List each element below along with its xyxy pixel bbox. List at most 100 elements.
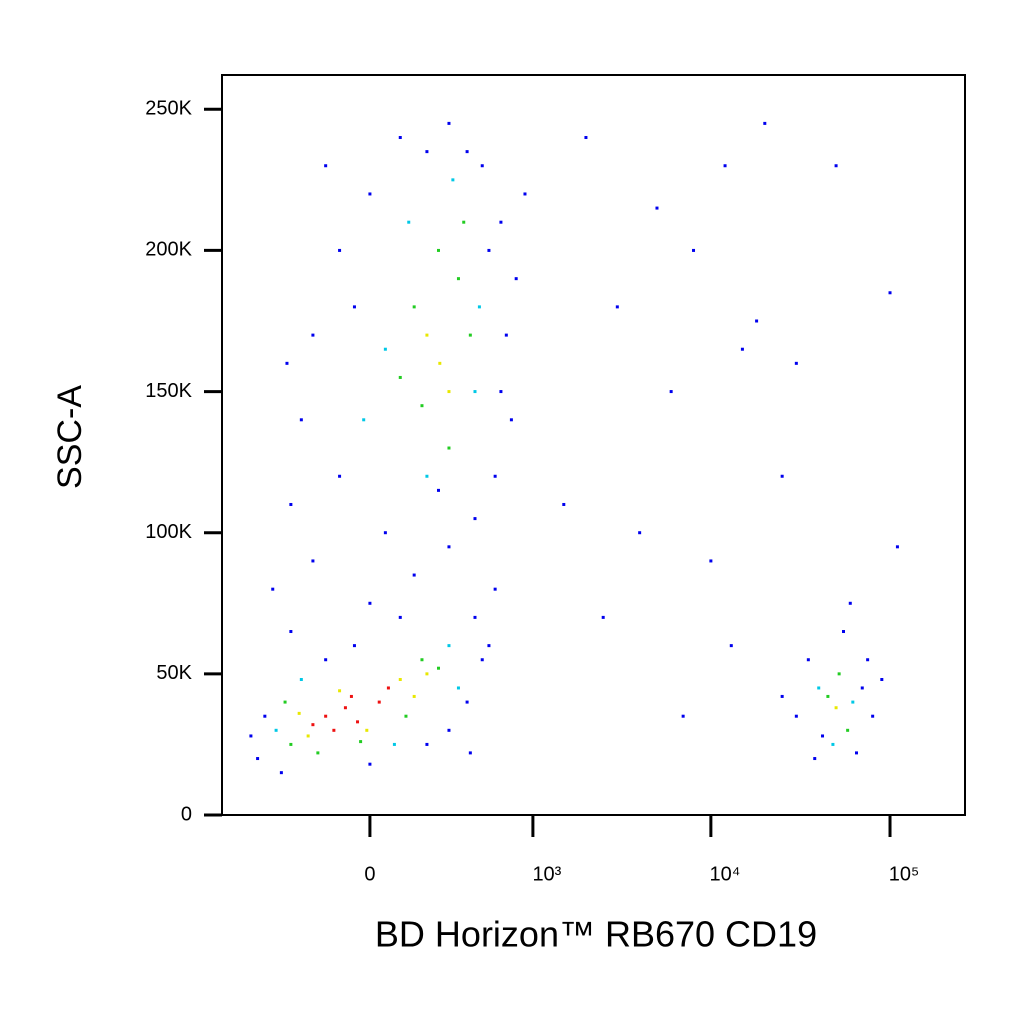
point: [324, 658, 328, 662]
x-tick-label: 10⁴: [709, 863, 740, 885]
point: [831, 742, 835, 746]
point: [289, 630, 293, 634]
point: [692, 248, 696, 252]
point: [425, 150, 429, 154]
point: [709, 559, 713, 563]
point: [398, 678, 402, 682]
point: [514, 277, 518, 281]
point: [285, 361, 289, 365]
point: [447, 121, 451, 125]
point: [447, 390, 451, 394]
point: [447, 728, 451, 732]
point: [279, 771, 283, 775]
point: [447, 644, 451, 648]
point: [880, 678, 884, 682]
y-axis-label: SSC-A: [51, 385, 89, 489]
y-tick-label: 150K: [145, 380, 192, 402]
point: [601, 615, 605, 619]
point: [412, 573, 416, 577]
point: [615, 305, 619, 309]
point: [383, 347, 387, 351]
point: [438, 361, 442, 365]
point: [412, 694, 416, 698]
point: [398, 136, 402, 140]
point: [837, 672, 841, 676]
y-tick-label: 100K: [145, 521, 192, 543]
point: [383, 531, 387, 535]
y-tick-label: 50K: [156, 662, 192, 684]
point: [352, 644, 356, 648]
point: [562, 502, 566, 506]
point: [299, 418, 303, 422]
point: [404, 714, 408, 718]
point: [763, 121, 767, 125]
point: [655, 206, 659, 210]
point: [365, 728, 369, 732]
point: [436, 248, 440, 252]
point: [386, 686, 390, 690]
point: [398, 375, 402, 379]
point: [465, 150, 469, 154]
point: [311, 723, 315, 727]
point: [420, 404, 424, 408]
point: [283, 700, 287, 704]
point: [356, 720, 360, 724]
point: [755, 319, 759, 323]
point: [826, 694, 830, 698]
point: [468, 333, 472, 337]
point: [846, 728, 850, 732]
point: [447, 545, 451, 549]
point: [368, 601, 372, 605]
point: [425, 474, 429, 478]
point: [480, 658, 484, 662]
point: [473, 390, 477, 394]
y-tick-label: 250K: [145, 98, 192, 120]
point: [425, 333, 429, 337]
x-tick-label: 10⁵: [889, 863, 920, 885]
point: [343, 706, 347, 710]
point: [338, 474, 342, 478]
point: [451, 178, 455, 182]
point: [456, 686, 460, 690]
point: [289, 742, 293, 746]
point: [311, 333, 315, 337]
x-tick-label: 0: [364, 863, 375, 885]
point: [359, 740, 363, 744]
point: [338, 689, 342, 693]
point: [493, 587, 497, 591]
point: [523, 192, 527, 196]
point: [780, 474, 784, 478]
point: [407, 220, 411, 224]
point: [729, 644, 733, 648]
point: [306, 734, 310, 738]
point: [263, 714, 267, 718]
point: [723, 164, 727, 168]
point: [420, 658, 424, 662]
point: [256, 757, 260, 761]
point: [504, 333, 508, 337]
point: [855, 751, 858, 755]
y-tick-label: 0: [181, 803, 192, 825]
point: [324, 164, 328, 168]
point: [436, 488, 440, 492]
point: [821, 734, 825, 738]
point: [834, 706, 838, 710]
point: [487, 644, 491, 648]
point: [871, 714, 875, 718]
point: [681, 714, 685, 718]
point: [842, 630, 846, 634]
point: [398, 615, 402, 619]
point: [316, 751, 320, 755]
point: [794, 361, 798, 365]
point: [473, 615, 477, 619]
point: [780, 694, 784, 698]
point: [425, 742, 429, 746]
point: [866, 658, 870, 662]
point: [888, 291, 892, 295]
point: [289, 502, 293, 506]
point: [817, 686, 821, 690]
point: [368, 762, 372, 766]
point: [669, 390, 673, 394]
point: [584, 136, 588, 140]
